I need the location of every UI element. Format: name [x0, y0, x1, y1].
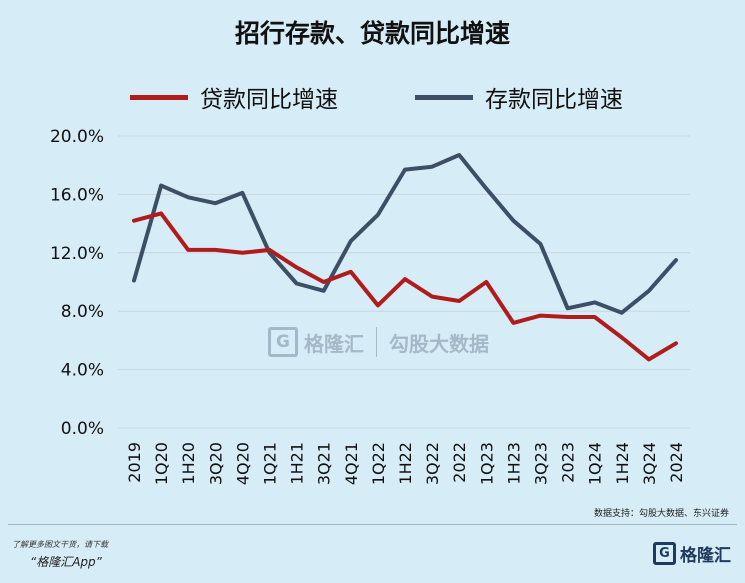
x-tick-label: 3Q24: [640, 442, 659, 485]
y-tick-label: 12.0%: [50, 244, 104, 264]
x-tick-label: 1H20: [179, 442, 198, 485]
watermark-divider: [376, 327, 377, 357]
x-tick-label: 3Q21: [315, 442, 334, 485]
grid-lines: [118, 135, 690, 429]
series-line-deposit: [132, 153, 678, 315]
legend-swatch-deposit: [415, 94, 473, 100]
x-axis-ticks: 2019 1Q20 1H20 3Q20 4Q20 1Q21 1H21 3Q21 4Q21 1Q22…: [125, 442, 686, 485]
y-tick-label: 20.0%: [50, 127, 104, 147]
watermark: G 格隆汇 勾股大数据: [268, 327, 489, 357]
y-tick-label: 0.0%: [61, 419, 104, 439]
legend-swatch-loan: [130, 94, 188, 100]
legend-label-deposit: 存款同比增速: [485, 87, 623, 113]
x-tick-label: 2024: [667, 442, 686, 483]
promo-line-1: 了解更多图文干货，请下载: [12, 540, 108, 549]
x-tick-label: 2023: [559, 442, 578, 483]
x-tick-label: 1Q24: [586, 442, 605, 485]
y-axis-ticks: 0.0% 4.0% 8.0% 12.0% 16.0% 20.0%: [50, 127, 104, 439]
x-tick-label: 4Q20: [233, 442, 252, 485]
x-tick-label: 3Q22: [423, 442, 442, 485]
footer-divider: [8, 524, 737, 525]
y-tick-label: 4.0%: [61, 361, 104, 381]
x-tick-label: 1Q21: [261, 442, 280, 485]
x-tick-label: 1H22: [396, 442, 415, 485]
y-tick-label: 16.0%: [50, 185, 104, 205]
footer-logo-text: 格隆汇: [680, 546, 731, 566]
legend-item-deposit: 存款同比增速: [415, 80, 623, 114]
watermark-sub: 勾股大数据: [389, 331, 489, 356]
promo-line-2: “格隆汇App”: [30, 555, 102, 569]
watermark-brand: 格隆汇: [304, 331, 364, 356]
x-tick-label: 1Q22: [369, 442, 388, 485]
x-tick-label: 4Q21: [342, 442, 361, 485]
x-tick-label: 1Q20: [152, 442, 171, 485]
watermark-logo-icon: G: [268, 327, 298, 357]
x-tick-label: 2019: [125, 442, 144, 483]
footer-logo-icon: G: [653, 542, 676, 565]
series-lines: [132, 153, 678, 362]
y-tick-label: 8.0%: [61, 302, 104, 322]
data-source: 数据支持：勾股大数据、东兴证券: [593, 509, 729, 519]
legend-item-loan: 贷款同比增速: [130, 80, 338, 114]
x-tick-label: 1H23: [504, 442, 523, 485]
x-tick-label: 3Q20: [206, 442, 225, 485]
legend-label-loan: 贷款同比增速: [200, 87, 338, 113]
series-line-loan: [132, 211, 678, 362]
x-tick-label: 3Q23: [532, 442, 551, 485]
x-tick-label: 1H21: [288, 442, 307, 485]
x-tick-label: 2022: [450, 442, 469, 483]
footer-logo: G 格隆汇: [653, 541, 731, 566]
chart-title: 招行存款、贷款同比增速: [234, 19, 510, 48]
x-tick-label: 1Q23: [477, 442, 496, 485]
x-tick-label: 1H24: [613, 442, 632, 485]
